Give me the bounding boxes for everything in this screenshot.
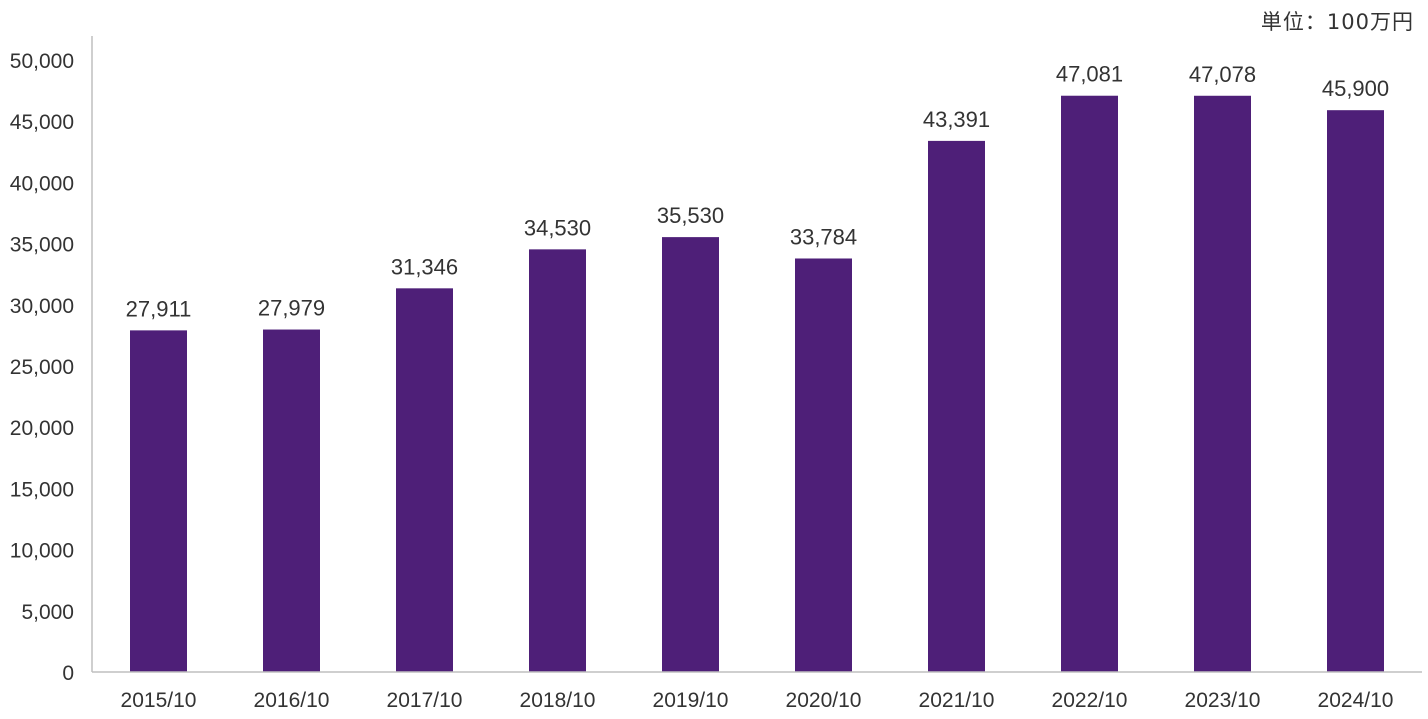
bar — [1061, 95, 1118, 672]
x-tick-label: 2022/10 — [1052, 689, 1128, 712]
y-tick-label: 35,000 — [10, 234, 74, 257]
value-labels: 27,911 27,979 31,346 34,530 35,530 33,784 43,3… — [126, 62, 1389, 322]
bar — [1327, 110, 1384, 672]
y-tick-label: 20,000 — [10, 417, 74, 440]
y-tick-label: 5,000 — [21, 601, 74, 624]
data-label: 45,900 — [1322, 76, 1389, 101]
data-label: 31,346 — [391, 254, 458, 279]
unit-label: 単位：100万円 — [1260, 10, 1414, 34]
bar — [928, 140, 985, 672]
y-tick-label: 50,000 — [10, 50, 74, 73]
data-label: 47,081 — [1056, 62, 1123, 87]
x-tick-label: 2024/10 — [1318, 689, 1394, 712]
bar — [1194, 95, 1251, 673]
x-tick-label: 2020/10 — [786, 689, 862, 712]
bar — [795, 258, 852, 672]
x-axis-ticks: 2015/10 2016/10 2017/10 2018/10 2019/10 2020/… — [121, 689, 1394, 712]
y-tick-label: 45,000 — [10, 111, 74, 134]
data-label: 35,530 — [657, 203, 724, 228]
bar — [396, 288, 453, 672]
y-tick-label: 30,000 — [10, 295, 74, 318]
data-label: 27,911 — [126, 296, 192, 321]
bar — [529, 249, 586, 673]
x-tick-label: 2017/10 — [387, 689, 463, 712]
y-tick-label: 40,000 — [10, 172, 74, 195]
data-label: 33,784 — [790, 224, 857, 249]
x-tick-label: 2023/10 — [1185, 689, 1261, 712]
y-tick-label: 25,000 — [10, 356, 74, 379]
y-tick-label: 10,000 — [10, 540, 74, 563]
data-label: 47,078 — [1189, 62, 1256, 87]
x-tick-label: 2018/10 — [520, 689, 596, 712]
data-label: 27,979 — [258, 296, 325, 321]
data-label: 43,391 — [923, 107, 990, 132]
x-tick-label: 2019/10 — [653, 689, 729, 712]
bars — [130, 95, 1384, 673]
y-tick-label: 0 — [62, 662, 74, 685]
y-tick-label: 15,000 — [10, 478, 74, 501]
bar — [662, 237, 719, 672]
bar — [130, 330, 187, 672]
data-label: 34,530 — [524, 215, 591, 240]
x-tick-label: 2021/10 — [919, 689, 995, 712]
bar — [263, 329, 320, 672]
y-axis-ticks: 0 5,000 10,000 15,000 20,000 25,000 30,000 35,0… — [10, 50, 74, 685]
x-tick-label: 2016/10 — [254, 689, 330, 712]
x-tick-label: 2015/10 — [121, 689, 197, 712]
